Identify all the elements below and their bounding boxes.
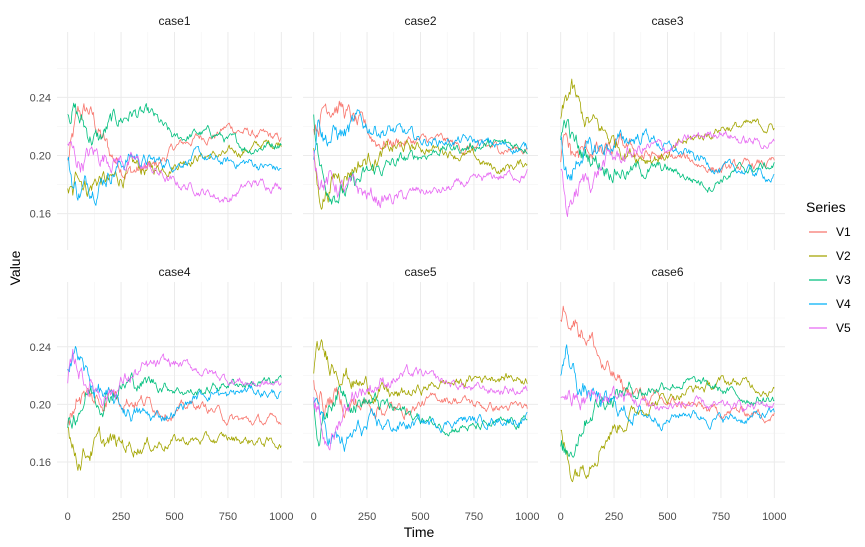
y-tick-label: 0.16 bbox=[30, 457, 51, 469]
facet-case4: case4 0.16 0.20 0.24 0 250 500 750 1000 bbox=[30, 265, 294, 523]
x-axis-title: Time bbox=[404, 524, 435, 540]
facet-strip-label: case5 bbox=[404, 265, 436, 279]
x-tick-label: 500 bbox=[658, 511, 676, 523]
series-line-v4 bbox=[67, 346, 282, 422]
x-tick-label: 500 bbox=[165, 511, 183, 523]
x-tick-label: 1000 bbox=[269, 511, 293, 523]
x-tick-label: 750 bbox=[712, 511, 730, 523]
series-line-v4 bbox=[313, 109, 528, 160]
facet-case2: case2 bbox=[303, 14, 538, 250]
x-tick-label: 0 bbox=[65, 511, 71, 523]
series-line-v2 bbox=[560, 78, 775, 164]
y-tick-label: 0.24 bbox=[30, 92, 51, 104]
x-tick-label: 500 bbox=[411, 511, 429, 523]
facet-case5: case5 0 250 500 750 1000 bbox=[303, 265, 540, 523]
x-tick-label: 750 bbox=[219, 511, 237, 523]
x-tick-label: 250 bbox=[605, 511, 623, 523]
x-tick-label: 250 bbox=[112, 511, 130, 523]
legend: Series V1 V2 V3 V4 V5 bbox=[806, 199, 851, 335]
x-tick-label: 0 bbox=[558, 511, 564, 523]
series-line-v2 bbox=[67, 426, 282, 471]
series-line-v3 bbox=[313, 114, 528, 205]
legend-label-v2: V2 bbox=[836, 249, 851, 263]
series-line-v5 bbox=[560, 385, 775, 413]
x-tick-label: 250 bbox=[358, 511, 376, 523]
series-line-v5 bbox=[313, 364, 528, 451]
series-line-v5 bbox=[67, 141, 282, 203]
x-tick-label: 1000 bbox=[515, 511, 539, 523]
facet-case3: case3 bbox=[550, 14, 785, 250]
series-line-v3 bbox=[67, 372, 282, 429]
legend-label-v1: V1 bbox=[836, 225, 851, 239]
series-line-v1 bbox=[313, 100, 528, 156]
series-line-v1 bbox=[560, 132, 775, 174]
legend-label-v5: V5 bbox=[836, 321, 851, 335]
y-tick-label: 0.24 bbox=[30, 342, 51, 354]
y-tick-label: 0.16 bbox=[30, 209, 51, 221]
series-line-v2 bbox=[313, 139, 528, 210]
series-line-v5 bbox=[67, 348, 282, 407]
series-line-v4 bbox=[313, 397, 528, 452]
facet-case6: case6 0 250 500 750 1000 bbox=[550, 265, 787, 523]
series-line-v4 bbox=[67, 146, 282, 206]
legend-label-v3: V3 bbox=[836, 273, 851, 287]
legend-title: Series bbox=[806, 199, 846, 215]
series-line-v2 bbox=[313, 339, 528, 404]
facet-panels: case1 0.16 0.20 0.24 case2 case3 case4 0.16 0.20… bbox=[30, 14, 787, 523]
facet-strip-label: case6 bbox=[651, 265, 683, 279]
x-tick-label: 0 bbox=[311, 511, 317, 523]
series-line-v4 bbox=[560, 344, 775, 432]
series-line-v3 bbox=[67, 102, 282, 155]
legend-label-v4: V4 bbox=[836, 297, 851, 311]
facet-strip-label: case1 bbox=[158, 14, 190, 28]
series-line-v2 bbox=[560, 375, 775, 483]
facet-strip-label: case3 bbox=[651, 14, 683, 28]
series-line-v3 bbox=[560, 119, 775, 193]
x-tick-label: 750 bbox=[465, 511, 483, 523]
y-tick-label: 0.20 bbox=[30, 399, 51, 411]
series-line-v4 bbox=[560, 128, 775, 183]
y-tick-label: 0.20 bbox=[30, 151, 51, 163]
x-tick-label: 1000 bbox=[762, 511, 786, 523]
facet-strip-label: case2 bbox=[404, 14, 436, 28]
series-line-v1 bbox=[560, 305, 775, 424]
series-line-v5 bbox=[560, 130, 775, 217]
facet-case1: case1 0.16 0.20 0.24 bbox=[30, 14, 292, 250]
facet-strip-label: case4 bbox=[158, 265, 190, 279]
y-axis-title: Value bbox=[7, 250, 23, 285]
series-line-v5 bbox=[313, 150, 528, 209]
